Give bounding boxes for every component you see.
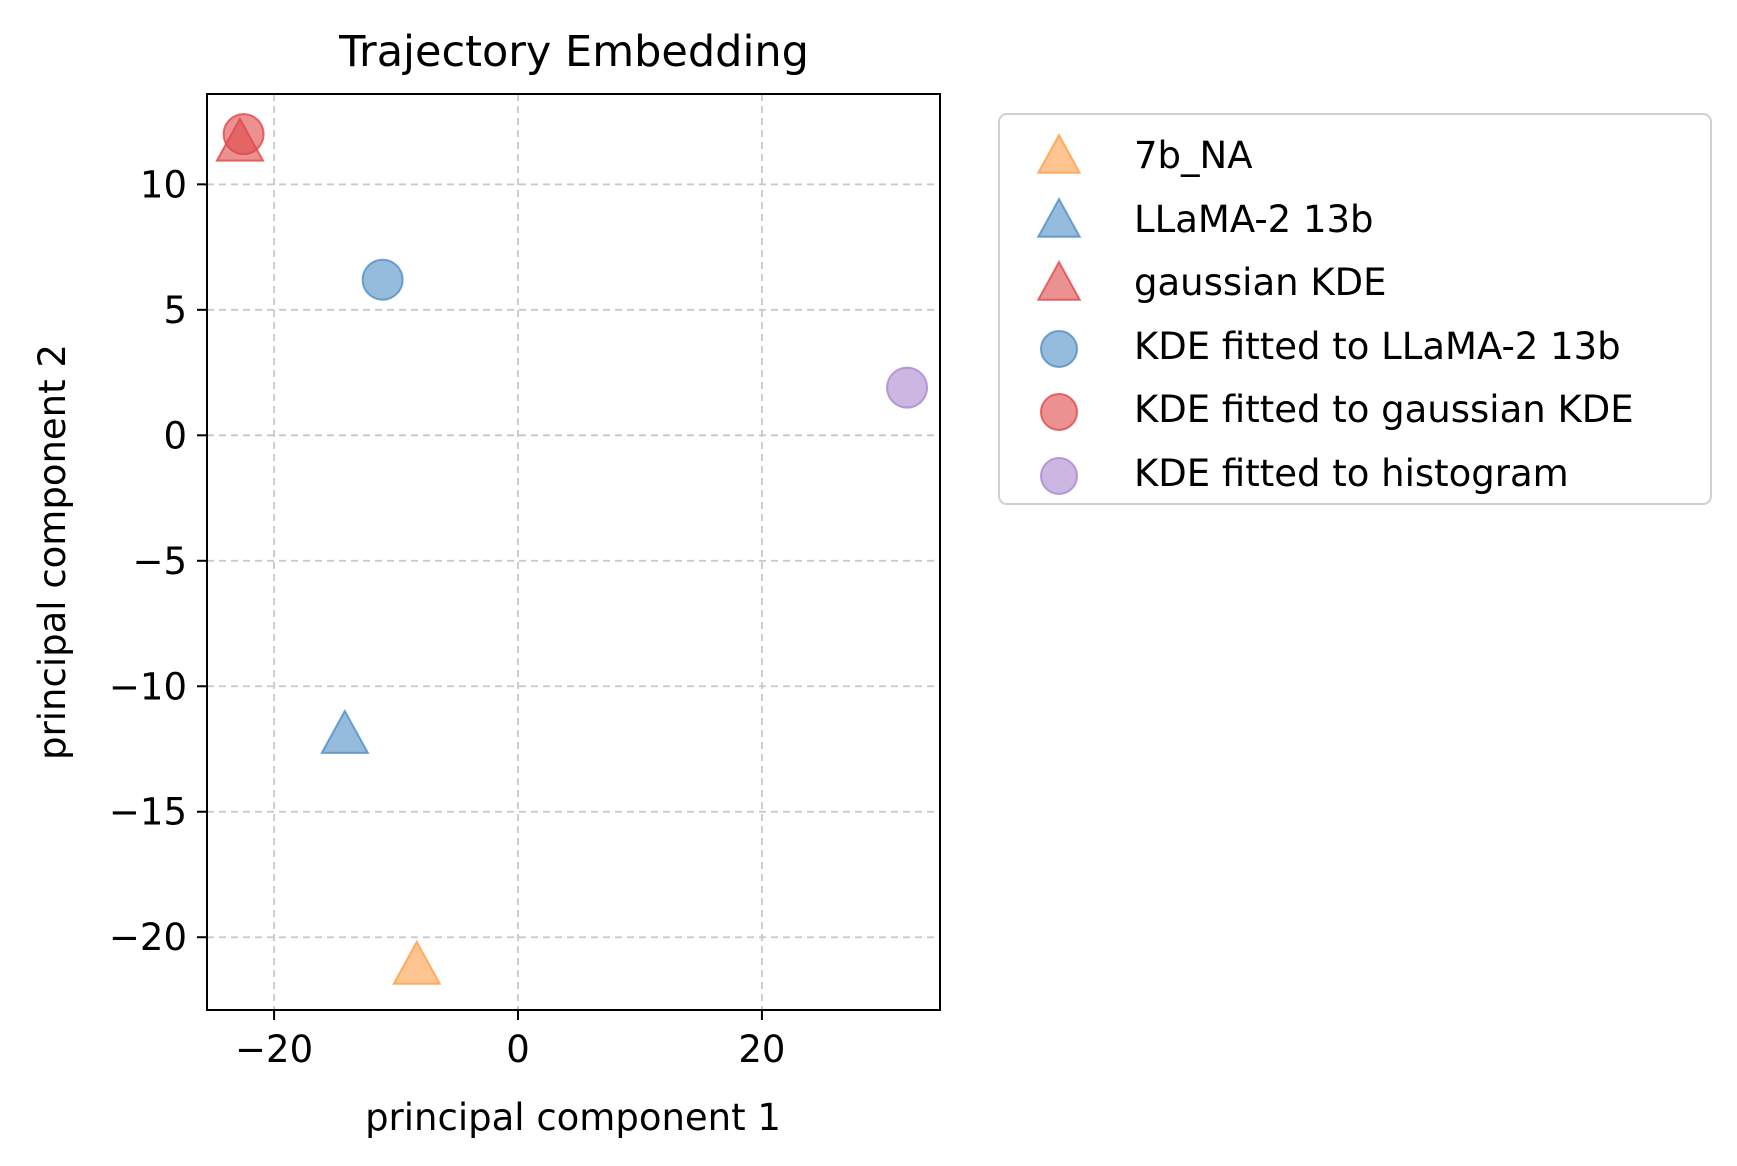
point-7b-na (392, 939, 442, 985)
triangle-marker-icon (1036, 133, 1082, 174)
point-kde-fitted-to-gaussian-kde (222, 113, 265, 156)
legend-marker-shape (1036, 133, 1082, 174)
circle-marker-icon (1040, 329, 1078, 368)
chart-title: Trajectory Embedding (338, 27, 809, 77)
y-tick-label: −10 (109, 665, 187, 708)
y-tick-label: −20 (109, 916, 187, 959)
legend-entry-gaussian-kde: gaussian KDE (1000, 252, 1710, 308)
legend-label: 7b_NA (1134, 134, 1253, 177)
y-axis-label: principal component 2 (31, 344, 74, 760)
triangle-marker-icon (1036, 260, 1082, 301)
data-points (215, 113, 929, 985)
legend-label: KDE fitted to LLaMA-2 13b (1134, 324, 1621, 368)
legend-marker-shape (1040, 329, 1078, 368)
legend-label: KDE fitted to gaussian KDE (1134, 388, 1634, 431)
legend-label: LLaMA-2 13b (1134, 197, 1374, 241)
legend-marker-shape (1036, 260, 1082, 301)
x-tick-label: 0 (506, 1028, 530, 1071)
plot-frame (206, 93, 941, 1011)
point-llama-2-13b (320, 708, 370, 754)
legend-entry-kde-fitted-to-llama-2-13b: KDE fitted to LLaMA-2 13b (1000, 316, 1710, 372)
point-kde-fitted-to-llama-2-13b (361, 258, 404, 301)
y-tick-label: −5 (132, 540, 187, 583)
x-tick-label: 20 (738, 1028, 785, 1071)
point-kde-fitted-to-histogram (886, 366, 929, 409)
axis-ticks: −20 0 20 10 5 0 −5 −10 −15 −20 (109, 163, 786, 1071)
legend-marker-shape (1040, 456, 1078, 495)
legend-entry-llama-2-13b: LLaMA-2 13b (1000, 189, 1710, 245)
grid (207, 94, 940, 1010)
legend-marker-shape (1040, 393, 1078, 431)
legend-marker-shape (1036, 196, 1082, 238)
legend-entry-7b-na: 7b_NA (1000, 125, 1710, 181)
circle-marker-icon (1040, 456, 1078, 495)
y-tick-label: 10 (140, 163, 187, 206)
x-axis-label: principal component 1 (365, 1096, 781, 1139)
y-tick-label: 5 (163, 289, 187, 332)
y-tick-label: 0 (163, 414, 187, 457)
legend-entry-kde-fitted-to-gaussian-kde: KDE fitted to gaussian KDE (1000, 379, 1710, 435)
legend-entry-kde-fitted-to-histogram: KDE fitted to histogram (1000, 443, 1710, 499)
legend: 7b_NA LLaMA-2 13b gaussian KDE KDE fitted t… (998, 113, 1712, 505)
circle-marker-icon (1040, 393, 1078, 431)
legend-label: gaussian KDE (1134, 261, 1387, 304)
y-tick-label: −15 (109, 791, 187, 834)
triangle-marker-icon (1036, 196, 1082, 238)
x-tick-label: −20 (235, 1028, 313, 1071)
legend-label: KDE fitted to histogram (1134, 451, 1569, 495)
